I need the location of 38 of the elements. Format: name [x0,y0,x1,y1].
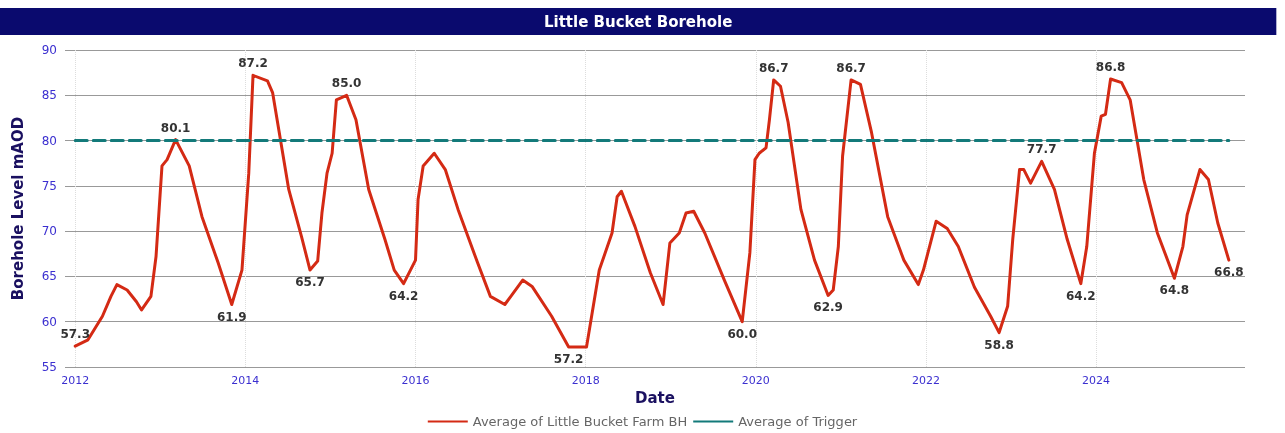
x-tick-label: 2016 [401,374,430,387]
y-axis-title: Borehole Level mAOD [8,116,27,301]
legend-label: Average of Trigger [738,414,858,429]
data-label: 62.9 [813,300,843,315]
y-tick-label: 90 [41,43,57,57]
data-label: 64.2 [1066,288,1096,303]
data-label: 64.8 [1159,283,1190,298]
data-label: 86.7 [758,60,789,75]
x-tick-label: 2014 [231,374,260,387]
data-label: 66.8 [1214,265,1244,280]
x-tick-label: 2020 [741,374,770,387]
data-label: 85.0 [331,76,362,91]
data-label: 65.7 [295,275,325,290]
data-label: 61.9 [216,309,247,324]
data-label: 86.7 [836,60,866,75]
x-tick-label: 2018 [571,374,600,387]
x-axis-title: Date [635,389,675,408]
y-tick-label: 65 [41,269,57,284]
x-tick-label: 2024 [1082,374,1111,387]
data-label: 64.2 [388,288,419,303]
chart-title: Little Bucket Borehole [544,12,733,31]
data-label: 80.1 [160,120,191,135]
data-label: 86.8 [1095,59,1126,74]
y-tick-label: 70 [41,224,57,239]
y-tick-label: 55 [41,360,57,374]
data-label: 58.8 [984,337,1014,352]
data-label: 87.2 [238,56,268,71]
data-label: 60.0 [727,326,758,341]
x-tick-label: 2022 [911,374,940,387]
y-tick-label: 60 [41,314,57,329]
y-tick-label: 85 [41,88,57,103]
y-tick-label: 80 [41,133,57,148]
data-label: 57.3 [60,327,91,342]
y-tick-label: 75 [41,178,57,193]
data-label: 77.7 [1026,142,1057,157]
legend-label: Average of Little Bucket Farm BH [472,414,688,429]
data-label: 57.2 [553,352,584,367]
x-tick-label: 2012 [61,374,90,387]
